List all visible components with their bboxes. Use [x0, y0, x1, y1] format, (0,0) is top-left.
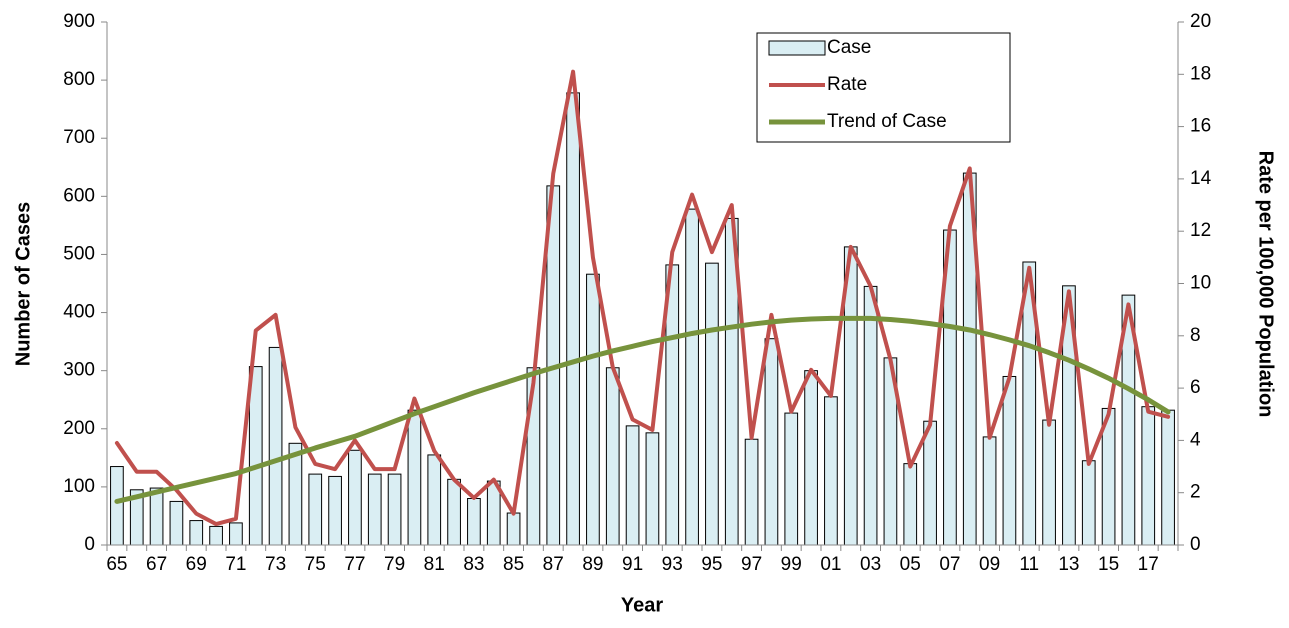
x-tick-label: 05 [900, 554, 921, 575]
bar [1042, 419, 1056, 546]
x-tick-label: 69 [186, 554, 207, 575]
y2-tick-label: 16 [1190, 116, 1211, 137]
bar [982, 436, 997, 546]
y2-tick-label: 14 [1190, 168, 1212, 189]
legend-swatch [768, 40, 826, 56]
x-tick-label: 75 [305, 554, 326, 575]
bar [110, 466, 124, 546]
bar [387, 473, 402, 546]
bar [169, 500, 184, 546]
bar [824, 396, 838, 546]
bar [427, 454, 442, 546]
x-tick-label: 79 [384, 554, 405, 575]
y2-tick-label: 18 [1190, 63, 1211, 84]
y2-tick-label: 2 [1190, 482, 1201, 503]
y-tick-label: 500 [63, 243, 95, 264]
y-tick-label: 900 [63, 11, 95, 32]
y2-tick-label: 4 [1190, 429, 1201, 450]
bar [407, 409, 422, 546]
x-tick-label: 17 [1138, 554, 1159, 575]
x-tick-label: 01 [820, 554, 841, 575]
y-tick-label: 700 [63, 127, 95, 148]
legend-label: Rate [827, 74, 867, 95]
bar [705, 262, 719, 546]
y-tick-label: 400 [63, 302, 95, 323]
x-tick-label: 07 [939, 554, 960, 575]
x-tick-label: 91 [622, 554, 643, 575]
bar [248, 366, 263, 546]
bar [645, 432, 660, 546]
bar [625, 425, 640, 546]
bar [1081, 460, 1096, 546]
bar [586, 273, 600, 546]
bar [923, 420, 937, 546]
x-tick-label: 99 [781, 554, 802, 575]
x-tick-label: 95 [701, 554, 722, 575]
legend-label: Case [827, 37, 871, 58]
y2-tick-label: 12 [1190, 220, 1211, 241]
y2-axis-title: Rate per 100,000 Population [1255, 151, 1277, 418]
bar [863, 285, 878, 546]
y2-tick-label: 8 [1190, 325, 1201, 346]
bar [764, 338, 779, 546]
y2-tick-label: 0 [1190, 534, 1201, 555]
x-tick-label: 03 [860, 554, 881, 575]
bar [1141, 406, 1156, 546]
x-tick-label: 87 [543, 554, 564, 575]
line-series [114, 69, 1171, 527]
legend-label: Trend of Case [827, 111, 947, 132]
x-tick-label: 15 [1098, 554, 1119, 575]
y-tick-label: 800 [63, 69, 95, 90]
x-tick-label: 89 [582, 554, 603, 575]
y-axis-title: Number of Cases [12, 202, 34, 367]
bar [348, 449, 362, 546]
y-tick-label: 0 [84, 534, 95, 555]
y-tick-label: 600 [63, 185, 95, 206]
bar [784, 412, 799, 546]
bar [744, 438, 759, 546]
bar [149, 487, 164, 546]
bar [209, 525, 223, 546]
bar [447, 478, 461, 546]
line-series [114, 315, 1171, 504]
x-tick-label: 83 [463, 554, 484, 575]
x-tick-label: 71 [225, 554, 246, 575]
bar [566, 92, 580, 546]
bar [308, 473, 323, 546]
bar [804, 370, 818, 546]
x-tick-label: 65 [106, 554, 127, 575]
bar [1161, 409, 1175, 546]
bar [685, 208, 699, 546]
y2-tick-label: 6 [1190, 377, 1201, 398]
x-tick-label: 97 [741, 554, 762, 575]
x-tick-label: 77 [344, 554, 365, 575]
y-tick-label: 200 [63, 418, 95, 439]
bar [189, 520, 204, 546]
y2-tick-label: 10 [1190, 273, 1211, 294]
bar [605, 367, 620, 546]
bar [467, 498, 481, 546]
x-tick-label: 67 [146, 554, 167, 575]
x-tick-label: 93 [662, 554, 683, 575]
bar [328, 475, 342, 546]
y-tick-label: 100 [63, 476, 95, 497]
bar [288, 442, 303, 546]
x-tick-label: 11 [1019, 554, 1039, 575]
x-tick-label: 73 [265, 554, 286, 575]
x-tick-label: 13 [1058, 554, 1079, 575]
bar [506, 512, 521, 546]
x-tick-label: 81 [424, 554, 445, 575]
x-axis-title: Year [621, 594, 663, 616]
y2-tick-label: 20 [1190, 11, 1211, 32]
bar [229, 522, 243, 546]
y-tick-label: 300 [63, 360, 95, 381]
x-tick-label: 85 [503, 554, 524, 575]
bar [268, 346, 283, 546]
bar [903, 463, 918, 546]
bar [1002, 375, 1017, 546]
x-tick-label: 09 [979, 554, 1000, 575]
bar [367, 473, 382, 546]
